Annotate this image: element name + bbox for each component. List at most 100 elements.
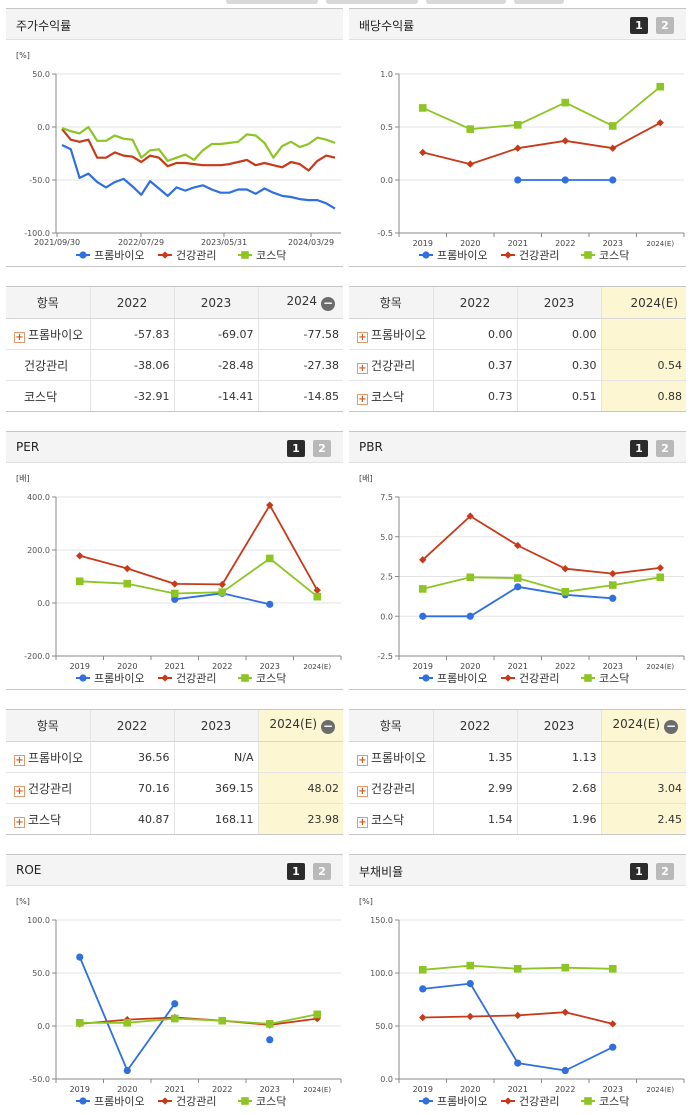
col-header-item: 항목 (6, 286, 90, 319)
point-kosdaq (313, 1010, 322, 1019)
point-health (466, 160, 474, 168)
row-label: 건강관리 (371, 781, 416, 796)
view-1-button[interactable]: 1 (287, 440, 305, 457)
x-tick-label: 2022 (212, 662, 232, 671)
x-tick-label: 2020 (460, 662, 480, 671)
row-label: 프롬바이오 (28, 327, 84, 342)
view-2-button[interactable]: 2 (656, 863, 674, 880)
row-name: + 코스닥 (6, 803, 90, 835)
cell-value: 168.11 (173, 803, 258, 835)
cell-value: 369.15 (173, 772, 258, 804)
series-line-fromm (422, 982, 614, 1072)
point-kosdaq (466, 573, 475, 582)
dividend-yield-chart: 1.0 0.5 0.0 -0.5 2019 2020 2021 2022 2023 2024(E)… (377, 70, 685, 262)
view-2-button[interactable]: 2 (313, 440, 331, 457)
table-row: + 건강관리 70.16 369.15 48.02 (6, 772, 343, 804)
panel-header: 주가수익률 (6, 8, 343, 40)
y-tick-label: 0.5 (380, 123, 393, 132)
expand-plus-icon[interactable]: + (357, 754, 368, 766)
expand-plus-icon[interactable]: + (14, 331, 25, 343)
point-kosdaq (123, 579, 132, 588)
point-kosdaq (513, 964, 522, 973)
y-tick-label: 50.0 (32, 70, 50, 79)
y-tick-label: -200.0 (24, 652, 50, 661)
series-line-kosdaq (422, 576, 661, 593)
point-kosdaq (513, 574, 522, 582)
expand-plus-icon[interactable]: + (14, 816, 25, 828)
cell-value: -14.85 (257, 380, 343, 412)
x-tick-label: 2019 (413, 1085, 433, 1094)
expand-plus-icon[interactable]: + (357, 362, 368, 374)
collapse-icon[interactable]: − (664, 719, 678, 734)
point-fromm (609, 594, 617, 602)
expand-plus-icon[interactable]: + (357, 331, 368, 343)
expand-plus-icon[interactable]: + (14, 785, 25, 797)
point-fromm (171, 595, 179, 603)
x-tick-label: 2024/03/29 (288, 238, 334, 247)
x-tick-label: 2024(E) (646, 663, 674, 671)
legend-label-kosdaq: 코스닥 (599, 1095, 629, 1108)
view-2-button[interactable]: 2 (313, 863, 331, 880)
point-kosdaq (170, 589, 179, 598)
legend-label-fromm: 프롬바이오 (437, 249, 488, 262)
point-health (609, 144, 617, 152)
panel-header: PER 1 2 (6, 431, 343, 463)
cell-value: -38.06 (89, 349, 174, 381)
row-label: 코스닥 (24, 389, 58, 404)
panel-header: ROE 1 2 (6, 854, 343, 886)
view-1-button[interactable]: 1 (630, 17, 648, 34)
y-tick-label: -50.0 (29, 176, 50, 185)
top-scroll-strip (0, 0, 691, 6)
table-row: + 코스닥 40.87 168.11 23.98 (6, 803, 343, 835)
point-kosdaq (656, 82, 665, 91)
cell-value: 23.98 (257, 803, 343, 835)
table-row: + 건강관리 0.37 0.30 0.54 (349, 349, 686, 381)
point-health (123, 564, 131, 573)
expand-plus-icon[interactable]: + (14, 754, 25, 766)
point-kosdaq (466, 125, 475, 133)
point-kosdaq (584, 251, 592, 259)
view-2-button[interactable]: 2 (656, 17, 674, 34)
point-kosdaq (218, 588, 227, 596)
view-1-button[interactable]: 1 (630, 440, 648, 457)
expand-plus-icon[interactable]: + (357, 393, 368, 405)
cell-value: 3.04 (600, 772, 686, 804)
x-tick-label: 2019 (70, 1085, 90, 1094)
legend-label-health: 건강관리 (176, 1095, 216, 1108)
panel-title: 부채비율 (359, 865, 404, 879)
point-health (561, 137, 569, 145)
point-kosdaq (608, 964, 617, 973)
point-health (466, 512, 474, 520)
per-table: 항목 2022 2023 2024(E) − + 프롬바이오 36.56 N/A +… (6, 709, 343, 835)
point-kosdaq (170, 1014, 179, 1023)
point-health (266, 501, 274, 509)
collapse-icon[interactable]: − (321, 719, 335, 734)
row-label: 코스닥 (371, 812, 405, 827)
legend-label-health: 건강관리 (176, 672, 216, 685)
expand-plus-icon[interactable]: + (357, 785, 368, 797)
row-name: + 건강관리 (349, 349, 433, 381)
table-row: 건강관리 -38.06 -28.48 -27.38 (6, 349, 343, 381)
view-1-button[interactable]: 1 (287, 863, 305, 880)
expand-plus-icon[interactable]: + (357, 816, 368, 828)
x-tick-label: 2022 (555, 239, 575, 248)
x-tick-label: 2023 (260, 662, 280, 671)
series-line-kosdaq (79, 557, 318, 598)
panel-bottom-rule (349, 689, 686, 690)
view-2-button[interactable]: 2 (656, 440, 674, 457)
y-tick-label: 200.0 (27, 546, 50, 555)
collapse-icon[interactable]: − (321, 296, 335, 311)
cell-value (600, 318, 686, 350)
point-kosdaq (241, 251, 249, 259)
point-kosdaq (265, 554, 274, 563)
point-health (419, 1013, 427, 1022)
view-1-button[interactable]: 1 (630, 863, 648, 880)
point-kosdaq (123, 1019, 132, 1027)
point-kosdaq (513, 121, 522, 129)
x-tick-label: 2019 (413, 239, 433, 248)
legend-label-kosdaq: 코스닥 (599, 672, 629, 685)
x-tick-label: 2022 (555, 662, 575, 671)
y-tick-label: -100.0 (24, 229, 50, 238)
col-header-year: 2024(E) (600, 286, 686, 319)
cell-value: 40.87 (89, 803, 174, 835)
